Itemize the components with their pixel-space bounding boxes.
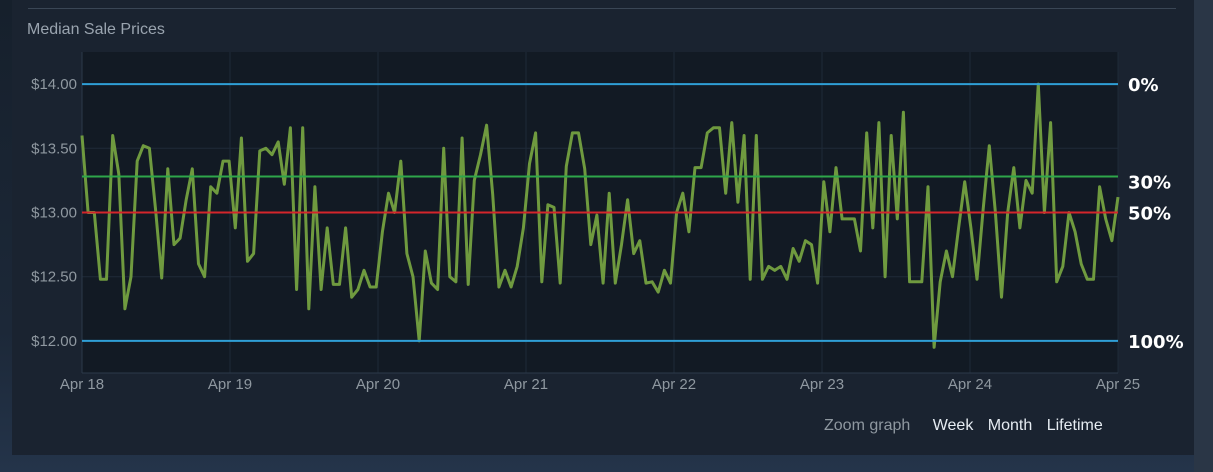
x-tick-label: Apr 21	[504, 376, 548, 393]
x-tick-label: Apr 19	[208, 376, 252, 393]
y-tick-label: $13.50	[31, 140, 77, 157]
zoom-label: Zoom graph	[824, 417, 911, 434]
reference-label: 0%	[1128, 75, 1159, 96]
zoom-lifetime-button[interactable]: Lifetime	[1046, 417, 1103, 434]
reference-label: 50%	[1128, 204, 1171, 225]
x-tick-label: Apr 22	[652, 376, 696, 393]
x-tick-label: Apr 18	[60, 376, 104, 393]
x-tick-label: Apr 20	[356, 376, 400, 393]
price-chart: $12.00 $12.50 $13.00 $13.50 $14.00 Apr 18 Apr …	[31, 52, 1184, 393]
reference-label: 100%	[1128, 332, 1184, 353]
zoom-controls: Zoom graph Week Month Lifetime	[824, 417, 1103, 437]
chart-title: Median Sale Prices	[27, 21, 165, 38]
price-line	[80, 82, 1120, 349]
y-tick-label: $12.50	[31, 269, 77, 286]
y-tick-label: $12.00	[31, 333, 77, 350]
x-tick-label: Apr 25	[1096, 376, 1140, 393]
x-tick-label: Apr 24	[948, 376, 992, 393]
y-tick-label: $13.00	[31, 205, 77, 222]
divider	[28, 8, 1176, 9]
zoom-week-button[interactable]: Week	[932, 417, 974, 434]
zoom-month-button[interactable]: Month	[987, 417, 1033, 434]
page-edge	[1194, 0, 1213, 472]
x-tick-label: Apr 23	[800, 376, 844, 393]
y-tick-label: $14.00	[31, 76, 77, 93]
reference-label: 30%	[1128, 173, 1171, 194]
